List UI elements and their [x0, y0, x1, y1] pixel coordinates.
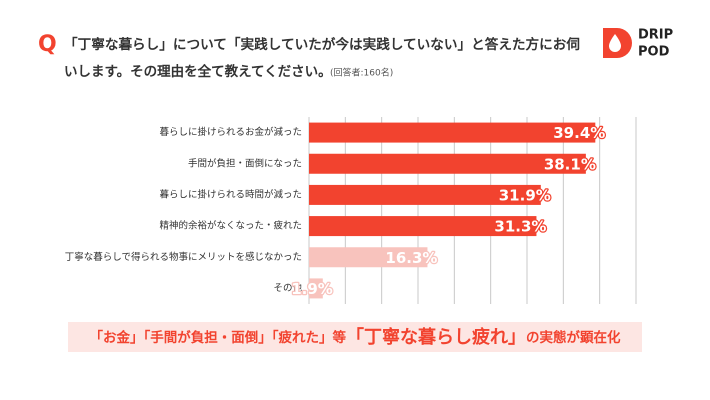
bar — [309, 247, 428, 268]
brand: POD — [638, 45, 670, 60]
bar — [309, 278, 323, 299]
category-label: その他 — [273, 282, 302, 294]
category-label: 暮らしに掛けられる時間が減った — [159, 188, 302, 200]
category-label: 丁寧な暮らしで得られる物事にメリットを感じなかった — [65, 251, 302, 263]
logo-drop — [609, 34, 621, 52]
conclusion-part: 「お金」「手間が負担・面倒」「疲れた」等 — [90, 329, 347, 346]
value-label: 31.3% — [494, 218, 546, 236]
bar — [309, 153, 586, 174]
value-label: 1.9% — [291, 280, 333, 298]
category-label: 精神的余裕がなくなった・疲れた — [159, 220, 302, 232]
bar — [309, 122, 596, 143]
value-label: 16.3% — [385, 249, 437, 267]
bar — [309, 184, 541, 205]
value-label: 31.9% — [499, 186, 551, 204]
bar — [309, 216, 537, 237]
category-label: 手間が負担・面倒になった — [188, 157, 302, 169]
conclusion-part: の実態が顕在化 — [526, 329, 621, 346]
question-line: いします。その理由を全て教えてください。 — [64, 63, 332, 80]
category-label: 暮らしに掛けられるお金が減った — [159, 126, 302, 138]
value-label: 38.1% — [544, 155, 596, 173]
conclusion-box — [68, 322, 642, 352]
conclusion: 「お金」「手間が負担・面倒」「疲れた」等「丁寧な暮らし疲れ」の実態が顕在化 — [90, 326, 621, 348]
logo: DRIP POD — [603, 28, 673, 60]
conclusion-part: 「丁寧な暮らし疲れ」 — [346, 326, 526, 348]
brand: DRIP — [638, 28, 673, 43]
question-line: 「丁寧な暮らし」について「実践していたが今は実践していない」と答えた方にお伺 — [64, 36, 580, 53]
question-mark: Q — [38, 32, 57, 57]
respondents: (回答者:160名) — [330, 67, 393, 79]
value-label: 39.4% — [553, 124, 605, 142]
